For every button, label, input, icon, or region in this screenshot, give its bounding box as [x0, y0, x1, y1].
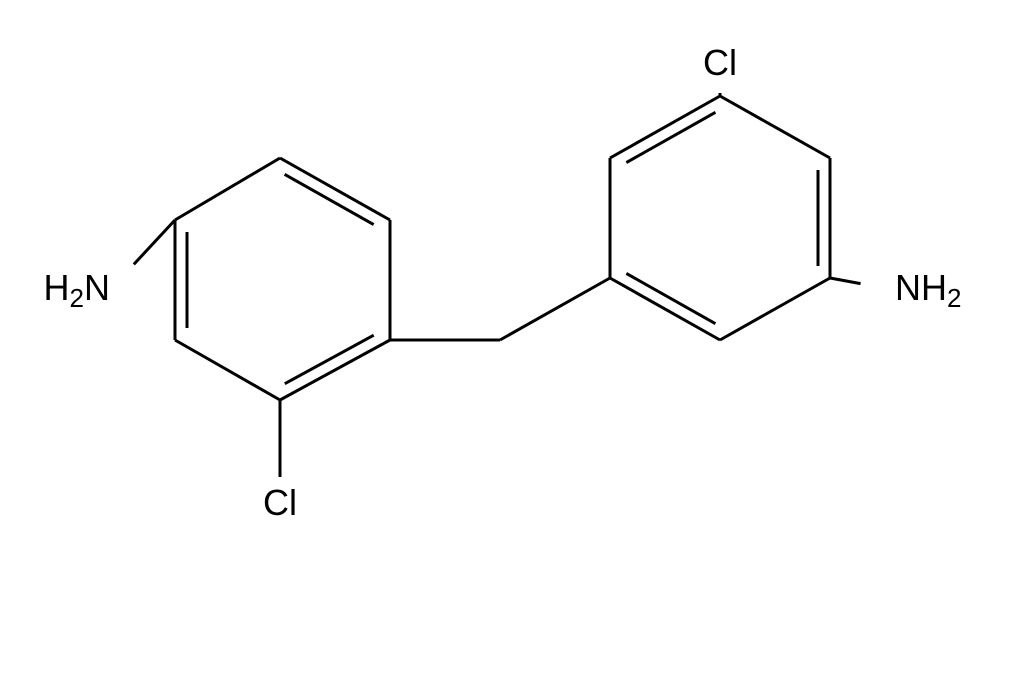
bond	[720, 278, 830, 340]
bond	[280, 340, 390, 400]
bond	[626, 273, 715, 323]
bond	[720, 96, 830, 158]
bond	[175, 340, 280, 400]
bond	[626, 112, 715, 162]
bond	[830, 278, 861, 284]
bond	[134, 220, 175, 264]
atom-label: NH2	[895, 267, 961, 313]
bond	[285, 335, 374, 384]
molecule-diagram: H2N NH2 Cl Cl	[0, 0, 1027, 685]
atom-label: Cl	[263, 482, 297, 523]
atom-label: H2N	[44, 267, 110, 313]
bond	[500, 278, 610, 340]
bond	[175, 158, 280, 220]
bond	[610, 96, 720, 158]
atom-label: Cl	[703, 42, 737, 83]
bond	[280, 158, 390, 220]
bond	[610, 278, 720, 340]
bond	[285, 174, 374, 224]
